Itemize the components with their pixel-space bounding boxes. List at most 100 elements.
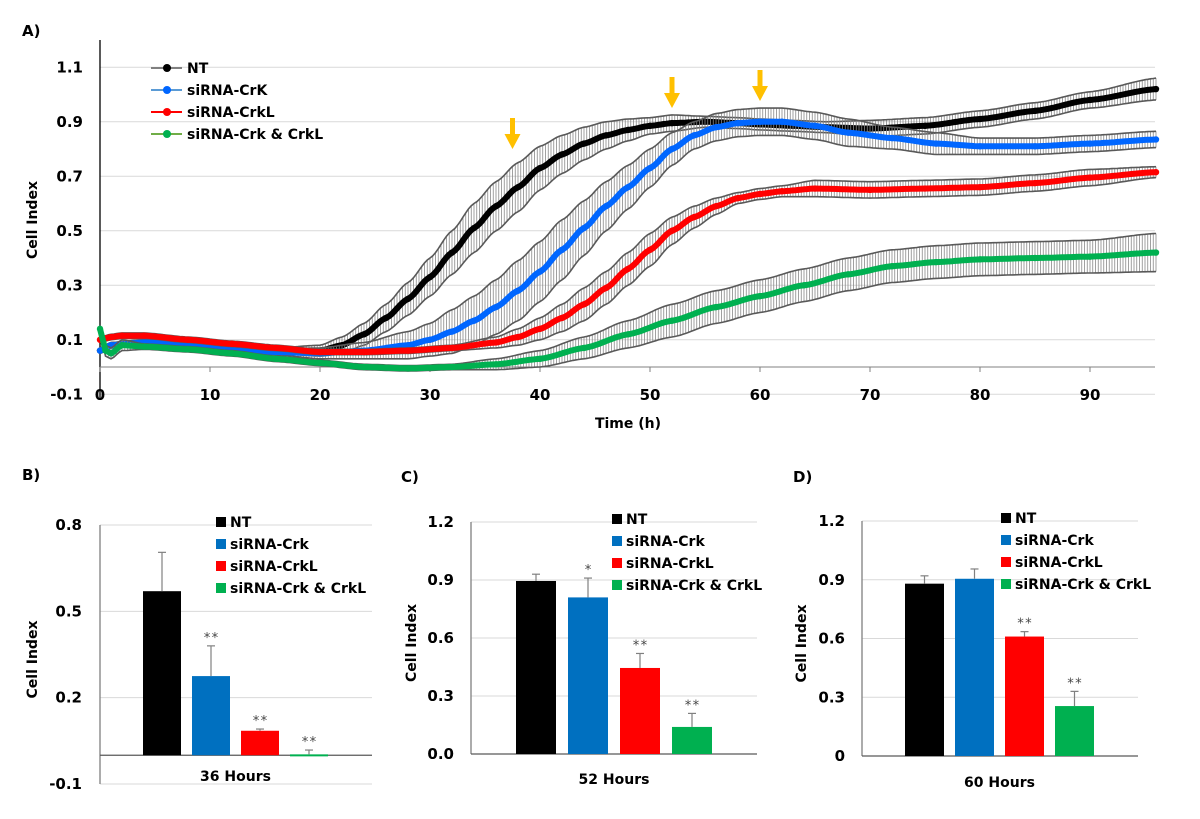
data-point xyxy=(360,363,368,371)
annotation-arrow xyxy=(752,70,768,101)
data-point xyxy=(800,282,808,289)
significance-label: ** xyxy=(252,714,268,729)
legend-item: siRNA-CrK xyxy=(151,83,268,99)
series-sirna-crkl xyxy=(96,165,1160,356)
data-point xyxy=(811,185,819,192)
arrow-head xyxy=(664,93,680,108)
legend-item: siRNA-CrkL xyxy=(1001,555,1103,571)
legend-item: NT xyxy=(151,61,209,77)
data-point xyxy=(558,246,566,254)
data-point xyxy=(107,350,115,357)
data-point xyxy=(316,348,324,356)
legend-item: siRNA-Crk xyxy=(216,537,309,553)
bar xyxy=(955,578,994,756)
data-point xyxy=(118,332,126,339)
data-point xyxy=(646,246,654,254)
x-tick-label: 30 xyxy=(420,386,441,404)
legend-swatch xyxy=(1001,579,1011,589)
legend-label: NT xyxy=(230,515,252,531)
arrow-head xyxy=(752,86,768,101)
series-sirna-crk-crkl xyxy=(96,232,1160,372)
legend: NT siRNA-Crk siRNA-CrkL siRNA-Crk & CrkL xyxy=(216,515,366,597)
data-point xyxy=(272,355,280,363)
data-point xyxy=(734,119,742,127)
legend-swatch xyxy=(1001,535,1011,545)
legend-item: siRNA-CrkL xyxy=(216,559,318,575)
data-point xyxy=(624,265,632,273)
data-point xyxy=(228,340,236,348)
data-point xyxy=(107,333,115,341)
legend-item: NT xyxy=(612,512,648,528)
significance-label: * xyxy=(584,563,592,578)
y-axis-title: Cell Index xyxy=(794,605,810,683)
data-point xyxy=(888,134,896,142)
bar-group: * xyxy=(568,563,608,754)
data-point xyxy=(558,314,566,322)
panel-label: A) xyxy=(22,22,40,40)
data-point xyxy=(1086,140,1094,147)
bar-group xyxy=(516,573,556,754)
data-point xyxy=(382,314,390,322)
data-point xyxy=(778,118,786,125)
y-axis-title: Cell Index xyxy=(25,181,41,259)
legend-marker xyxy=(163,108,171,116)
panel-b: B) 0.8 0.5 0.2 -0.1 Cell Index 36 Hours ** ** ** N… xyxy=(22,466,372,793)
legend-marker xyxy=(163,130,171,138)
legend-label: NT xyxy=(187,61,209,77)
legend-swatch xyxy=(216,539,226,549)
data-point xyxy=(756,292,764,300)
data-point xyxy=(514,333,522,341)
legend-item: NT xyxy=(216,515,252,531)
y-tick-label: 0.8 xyxy=(55,516,82,534)
data-point xyxy=(140,343,148,350)
x-tick-label: 90 xyxy=(1080,386,1101,404)
data-point xyxy=(228,350,236,357)
data-point xyxy=(712,303,720,311)
arrow-head xyxy=(504,134,521,149)
panel-label: D) xyxy=(793,468,812,486)
data-point xyxy=(272,344,280,352)
significance-label: ** xyxy=(203,631,219,646)
data-point xyxy=(316,359,324,367)
data-point xyxy=(580,344,588,352)
data-point xyxy=(602,132,610,139)
data-point xyxy=(558,151,566,158)
data-point xyxy=(536,355,544,363)
data-point xyxy=(404,347,412,354)
bar-group: ** xyxy=(672,698,712,754)
legend-label: siRNA-Crk xyxy=(230,537,309,553)
data-point xyxy=(756,118,764,125)
data-point xyxy=(1031,254,1039,262)
legend-swatch xyxy=(612,514,622,524)
legend-label: NT xyxy=(626,512,648,528)
data-point xyxy=(668,145,676,153)
data-point xyxy=(976,256,984,263)
legend-label: siRNA-CrK xyxy=(187,83,268,99)
legend-swatch xyxy=(216,517,226,527)
data-point xyxy=(646,122,654,130)
bar-group xyxy=(905,575,944,756)
data-point xyxy=(580,140,588,147)
y-tick-label: 0.3 xyxy=(427,687,454,705)
legend-item: siRNA-CrkL xyxy=(612,556,714,572)
data-point xyxy=(492,361,500,368)
x-tick-label: 50 xyxy=(640,386,661,404)
data-point xyxy=(404,342,412,349)
bar xyxy=(516,580,556,754)
data-point xyxy=(580,301,588,308)
legend-label: siRNA-Crk & CrkL xyxy=(626,578,762,594)
significance-label: ** xyxy=(684,698,700,713)
data-point xyxy=(1086,96,1094,104)
data-point xyxy=(1152,168,1160,176)
data-point xyxy=(624,126,632,134)
bar xyxy=(192,676,230,756)
data-point xyxy=(580,224,588,232)
data-point xyxy=(602,203,610,210)
data-point xyxy=(96,325,104,333)
legend-label: siRNA-Crk & CrkL xyxy=(187,127,323,143)
y-tick-label: -0.1 xyxy=(49,775,82,793)
data-point xyxy=(921,185,929,192)
data-point xyxy=(426,273,434,281)
y-tick-label: 0.6 xyxy=(818,630,845,648)
